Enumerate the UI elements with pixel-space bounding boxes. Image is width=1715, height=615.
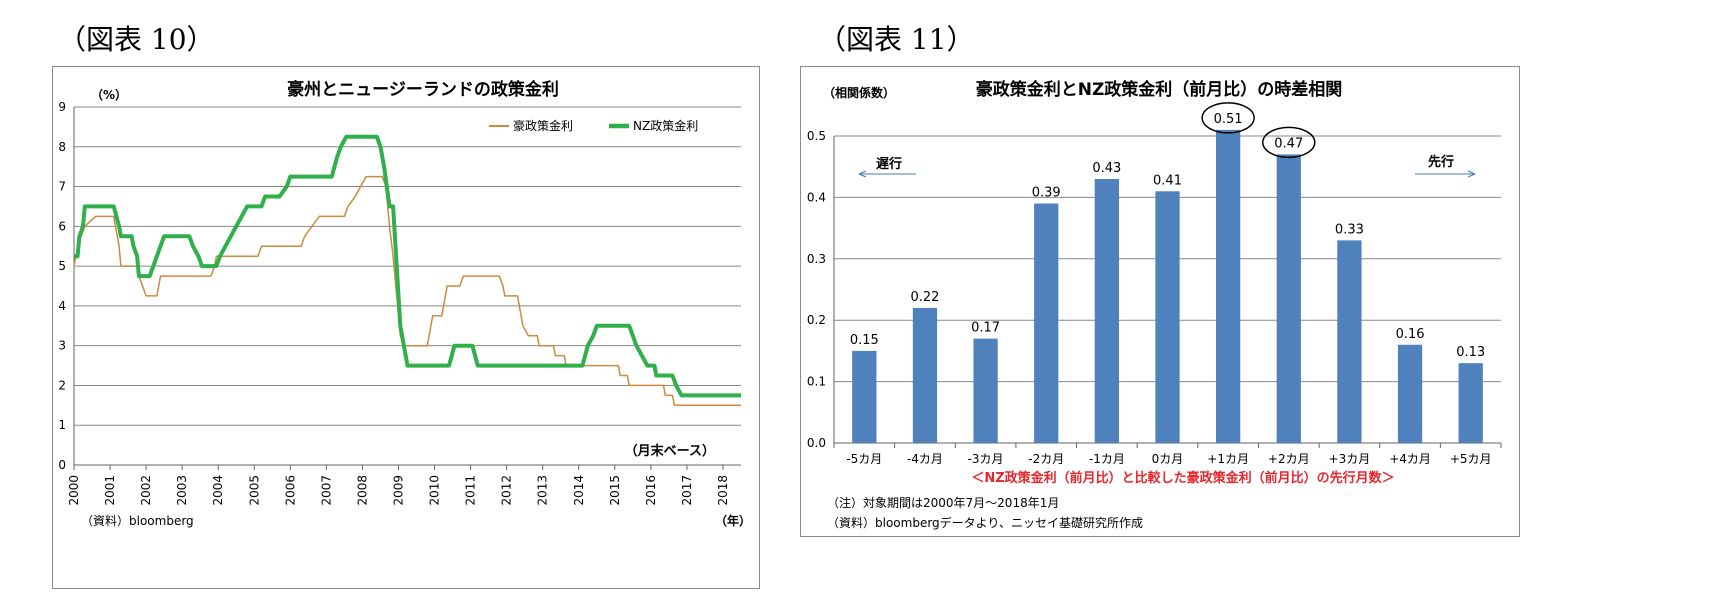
y-tick-label: 0.2	[807, 313, 826, 327]
x-tick-label: -2カ月	[1028, 452, 1064, 466]
highlight-circle	[1201, 102, 1255, 134]
policy-rate-line-chart: 豪州とニュージーランドの政策金利 （%） （月末ベース） （資料）bloombe…	[58, 79, 751, 528]
x-tick-label: 2002	[139, 475, 153, 506]
bar-value-label: 0.16	[1396, 327, 1425, 342]
y-tick-label: 4	[58, 299, 66, 313]
bar	[852, 350, 877, 443]
line-chart-panel: 豪州とニュージーランドの政策金利 （%） （月末ベース） （資料）bloombe…	[52, 66, 760, 589]
bar-value-label: 0.15	[850, 333, 879, 348]
bar	[912, 307, 938, 443]
y-tick-label: 3	[58, 339, 66, 353]
bar	[1094, 178, 1119, 443]
legend-entry: NZ政策金利	[633, 118, 698, 133]
bar-value-label: 0.17	[971, 321, 1000, 336]
x-tick-label: 2007	[319, 475, 333, 506]
x-tick-label: 2012	[500, 475, 514, 506]
bar	[1458, 363, 1483, 443]
bar-chart-title: 豪政策金利とNZ政策金利（前月比）の時差相関	[976, 79, 1343, 100]
y-tick-label: 0.1	[807, 375, 826, 389]
y-tick-label: 7	[58, 180, 66, 194]
bar-value-label: 0.43	[1092, 161, 1121, 176]
x-tick-label: +3カ月	[1329, 452, 1371, 466]
bar	[1155, 191, 1180, 443]
bar-value-label: 0.22	[910, 290, 939, 305]
lead-arrow-head-icon	[1467, 170, 1476, 178]
y-tick-label: 5	[58, 259, 66, 273]
x-tick-label: 2003	[175, 475, 189, 506]
x-tick-label: +2カ月	[1268, 452, 1310, 466]
x-tick-label: 2001	[103, 475, 117, 506]
note-period: （注）対象期間は2000年7月～2018年1月	[827, 495, 1059, 510]
y-tick-label: 0.0	[807, 436, 826, 450]
x-tick-label: 0カ月	[1152, 452, 1184, 466]
y-tick-label: 1	[58, 418, 66, 432]
x-tick-label: 2011	[464, 475, 478, 506]
lag-arrow-head-icon	[858, 170, 867, 178]
bar	[973, 338, 998, 443]
lead-label: 先行	[1428, 154, 1454, 170]
y-tick-label: 2	[58, 378, 66, 392]
y-tick-label: 8	[58, 140, 66, 154]
y-tick-label: 0	[58, 458, 66, 472]
bar-value-label: 0.33	[1335, 222, 1364, 237]
x-tick-label: 2004	[211, 475, 225, 506]
x-tick-label: +5カ月	[1450, 452, 1492, 466]
x-tick-label: 2017	[680, 475, 694, 506]
x-tick-label: -1カ月	[1089, 452, 1125, 466]
x-tick-label: 2000	[67, 475, 81, 506]
legend-entry: 豪政策金利	[513, 118, 573, 133]
line-chart-title: 豪州とニュージーランドの政策金利	[287, 79, 559, 100]
correlation-bar-chart: 豪政策金利とNZ政策金利（前月比）の時差相関 （相関係数） 遅行 先行 ＜NZ政…	[807, 79, 1502, 530]
series-line-au	[73, 175, 741, 407]
y-tick-label: 0.5	[807, 129, 826, 143]
y-tick-label: 0.4	[807, 190, 826, 204]
y-tick-label: 9	[58, 100, 66, 114]
bar-chart-y-axis-label: （相関係数）	[823, 85, 895, 100]
series-line-nz	[74, 134, 741, 398]
bar	[1397, 344, 1423, 443]
line-chart-source: （資料）bloomberg	[81, 514, 194, 528]
highlight-circle	[1262, 126, 1316, 159]
x-tick-label: +4カ月	[1389, 452, 1431, 466]
x-tick-label: 2018	[716, 475, 730, 506]
note-source: （資料）bloombergデータより、ニッセイ基礎研究所作成	[827, 515, 1143, 530]
x-tick-label: 2009	[391, 475, 405, 506]
lag-label: 遅行	[876, 156, 902, 172]
y-tick-label: 0.3	[807, 252, 826, 266]
line-chart-x-axis-label: （年）	[715, 513, 751, 528]
bar	[1337, 240, 1362, 443]
bar-chart-x-axis-label: ＜NZ政策金利（前月比）と比較した豪政策金利（前月比）の先行月数＞	[971, 470, 1394, 486]
x-tick-label: -5カ月	[846, 452, 882, 466]
line-chart-x-note: （月末ベース）	[625, 443, 715, 459]
x-tick-label: 2005	[247, 475, 261, 506]
x-tick-label: -3カ月	[968, 452, 1004, 466]
bar-value-label: 0.39	[1032, 186, 1061, 201]
x-tick-label: +1カ月	[1207, 452, 1249, 466]
x-tick-label: 2015	[608, 475, 622, 506]
figure-label-10: （図表 10）	[58, 23, 215, 56]
bar-value-label: 0.13	[1456, 345, 1485, 360]
x-tick-label: 2008	[355, 475, 369, 506]
figure-label-11: （図表 11）	[818, 23, 975, 56]
y-tick-label: 6	[58, 219, 66, 233]
x-tick-label: -4カ月	[907, 452, 943, 466]
bar-value-label: 0.41	[1153, 173, 1182, 188]
bar-value-label: 0.47	[1274, 136, 1303, 151]
bar-value-label: 0.51	[1214, 112, 1243, 127]
bar-chart-panel: 豪政策金利とNZ政策金利（前月比）の時差相関 （相関係数） 遅行 先行 ＜NZ政…	[800, 66, 1520, 537]
line-chart-y-axis-label: （%）	[91, 87, 127, 102]
bar	[1034, 203, 1059, 443]
x-tick-label: 2013	[536, 475, 550, 506]
x-tick-label: 2006	[283, 475, 297, 506]
x-tick-label: 2014	[572, 475, 586, 506]
bar	[1276, 154, 1301, 444]
x-tick-label: 2016	[644, 475, 658, 506]
bar	[1216, 129, 1241, 444]
x-tick-label: 2010	[428, 475, 442, 506]
